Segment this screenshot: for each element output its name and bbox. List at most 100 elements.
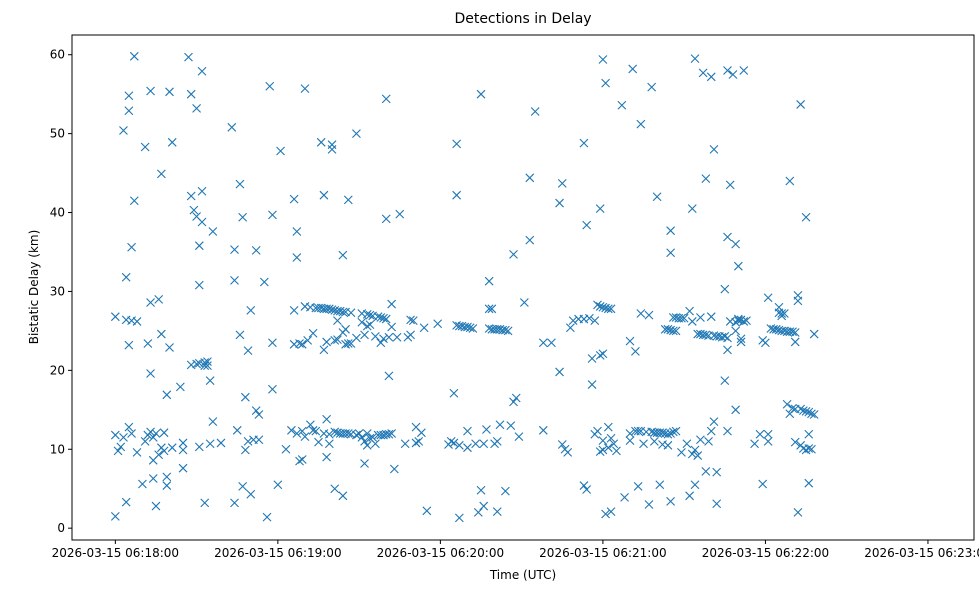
data-point	[579, 481, 589, 490]
data-point	[625, 336, 635, 346]
data-point	[595, 447, 605, 457]
data-point	[140, 142, 150, 152]
data-point	[192, 359, 201, 369]
data-point	[341, 324, 350, 334]
data-point	[712, 467, 722, 477]
data-point	[197, 66, 207, 76]
data-point	[259, 277, 269, 287]
data-point	[186, 191, 196, 201]
data-point	[411, 438, 421, 448]
data-point	[240, 445, 250, 455]
data-point	[240, 392, 250, 402]
data-point	[801, 406, 811, 416]
data-point	[633, 426, 643, 436]
data-point	[379, 334, 388, 344]
data-point	[701, 466, 711, 476]
data-point	[712, 499, 722, 509]
data-point	[723, 333, 732, 343]
data-point	[154, 450, 164, 460]
data-point	[655, 480, 665, 490]
data-point	[750, 439, 759, 449]
data-point	[330, 335, 340, 345]
data-point	[720, 332, 730, 341]
data-point	[449, 388, 459, 398]
data-point	[547, 338, 556, 348]
data-point	[723, 66, 732, 75]
data-point	[763, 429, 773, 439]
data-point	[761, 338, 770, 348]
data-point	[495, 420, 505, 430]
data-point	[395, 209, 405, 219]
data-point	[406, 315, 415, 325]
data-point	[205, 439, 215, 449]
data-point	[563, 448, 573, 457]
data-point	[370, 439, 380, 449]
data-point	[804, 407, 814, 417]
data-point	[308, 425, 318, 435]
data-point	[449, 438, 459, 448]
data-point	[295, 339, 304, 348]
data-point	[303, 335, 313, 345]
data-point	[492, 436, 502, 446]
data-point	[593, 426, 602, 436]
data-point	[809, 410, 819, 419]
data-point	[603, 422, 613, 432]
data-point	[338, 250, 348, 260]
data-point	[119, 433, 128, 442]
data-point	[148, 433, 158, 442]
data-point	[446, 436, 456, 446]
data-point	[780, 309, 789, 318]
data-point	[316, 137, 326, 147]
y-tick-label: 50	[50, 127, 65, 141]
data-point	[268, 338, 277, 348]
data-point	[804, 478, 814, 488]
data-point	[452, 139, 462, 149]
data-point	[357, 317, 367, 327]
data-point	[620, 493, 629, 502]
data-point	[373, 312, 383, 322]
data-point	[463, 443, 472, 453]
data-point	[701, 330, 711, 340]
data-point	[235, 330, 245, 340]
data-point	[208, 227, 218, 236]
data-point	[357, 433, 367, 442]
data-point	[482, 425, 491, 434]
data-point	[609, 439, 619, 449]
data-point	[471, 439, 480, 449]
y-tick-label: 0	[57, 521, 65, 535]
data-point	[235, 179, 245, 189]
data-point	[733, 314, 743, 324]
data-point	[731, 239, 741, 249]
data-point	[200, 361, 210, 371]
data-point	[538, 425, 548, 435]
data-point	[230, 276, 239, 285]
data-point	[463, 426, 472, 436]
data-point	[501, 486, 510, 496]
data-point	[696, 313, 705, 322]
data-point	[479, 501, 489, 511]
x-tick-label: 2026-03-15 06:18:00	[52, 546, 179, 560]
data-point	[146, 369, 155, 378]
data-point	[159, 428, 169, 438]
data-point	[687, 449, 697, 459]
data-point	[381, 94, 391, 104]
data-point	[557, 178, 567, 188]
data-point	[587, 380, 597, 389]
data-point	[194, 280, 204, 290]
data-point	[736, 334, 746, 344]
data-point	[300, 84, 310, 94]
y-tick-label: 20	[50, 363, 65, 377]
data-point	[731, 405, 741, 415]
data-point	[265, 81, 275, 91]
data-point	[343, 195, 353, 205]
data-point	[406, 330, 415, 340]
data-point	[384, 371, 394, 381]
data-point	[381, 214, 391, 224]
data-point	[555, 367, 564, 377]
data-point	[636, 309, 646, 318]
data-point	[788, 327, 797, 337]
y-tick-label: 40	[50, 206, 65, 220]
data-point	[230, 245, 239, 255]
data-point	[205, 376, 215, 385]
